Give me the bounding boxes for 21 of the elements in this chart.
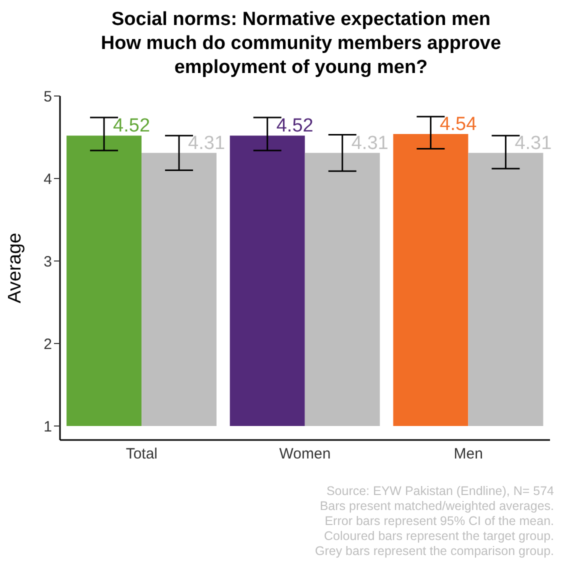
data-label: 4.52 [276, 116, 314, 137]
data-label: 4.31 [351, 132, 388, 154]
source-note: Source: EYW Pakistan (Endline), N= 574 [325, 484, 554, 499]
x-tick-label: Total [126, 446, 158, 463]
x-tick-label: Men [454, 446, 483, 463]
text: Coloured bars represent the target group. [323, 529, 554, 544]
y-tick-label: 4 [44, 170, 52, 188]
data-label: 4.31 [188, 132, 226, 154]
y-tick-label: 3 [44, 253, 52, 270]
text: Bars present matched/weighted averages. [318, 499, 554, 514]
x-tick-label: Women [279, 446, 331, 463]
text: Error bars represent 95% CI of the mean. [324, 514, 554, 529]
chart-title: Social norms: Normative expectation men How much do community members approve employment of young men? [100, 8, 502, 80]
y-axis-title: Average [4, 232, 26, 304]
y-tick-label: 5 [44, 88, 52, 106]
y-tick-label: 1 [44, 418, 52, 436]
data-label: 4.52 [113, 116, 150, 137]
data-label: 4.54 [440, 114, 478, 135]
y-tick-label: 2 [44, 336, 52, 353]
text: Grey bars represent the comparison group. [314, 544, 554, 559]
data-label: 4.31 [514, 132, 552, 154]
